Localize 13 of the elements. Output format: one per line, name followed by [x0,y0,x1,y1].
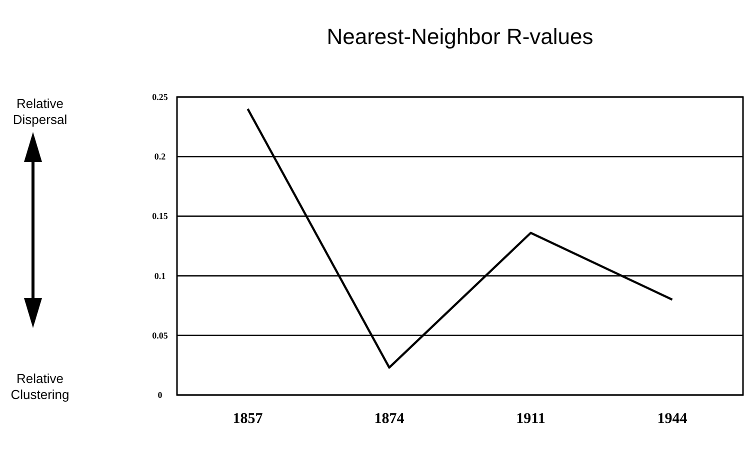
text: Relative Dispersal [12,96,68,127]
chart-title: Nearest-Neighbor R-values [326,24,594,49]
y-tick-label: 0.05 [152,330,168,340]
x-tick-label: 1911 [516,411,546,427]
y-tick-label: 0.2 [154,152,166,162]
y-tick-label: 0 [158,390,163,400]
y-tick-label: 0.15 [152,211,168,222]
x-tick-label: 1944 [657,411,688,427]
text: Relative Clustering [10,371,70,402]
y-tick-label: 0.1 [154,270,166,281]
y-tick-label: 0.25 [152,92,168,102]
x-tick-label: 1857 [232,411,264,427]
x-tick-label: 1874 [374,411,405,427]
